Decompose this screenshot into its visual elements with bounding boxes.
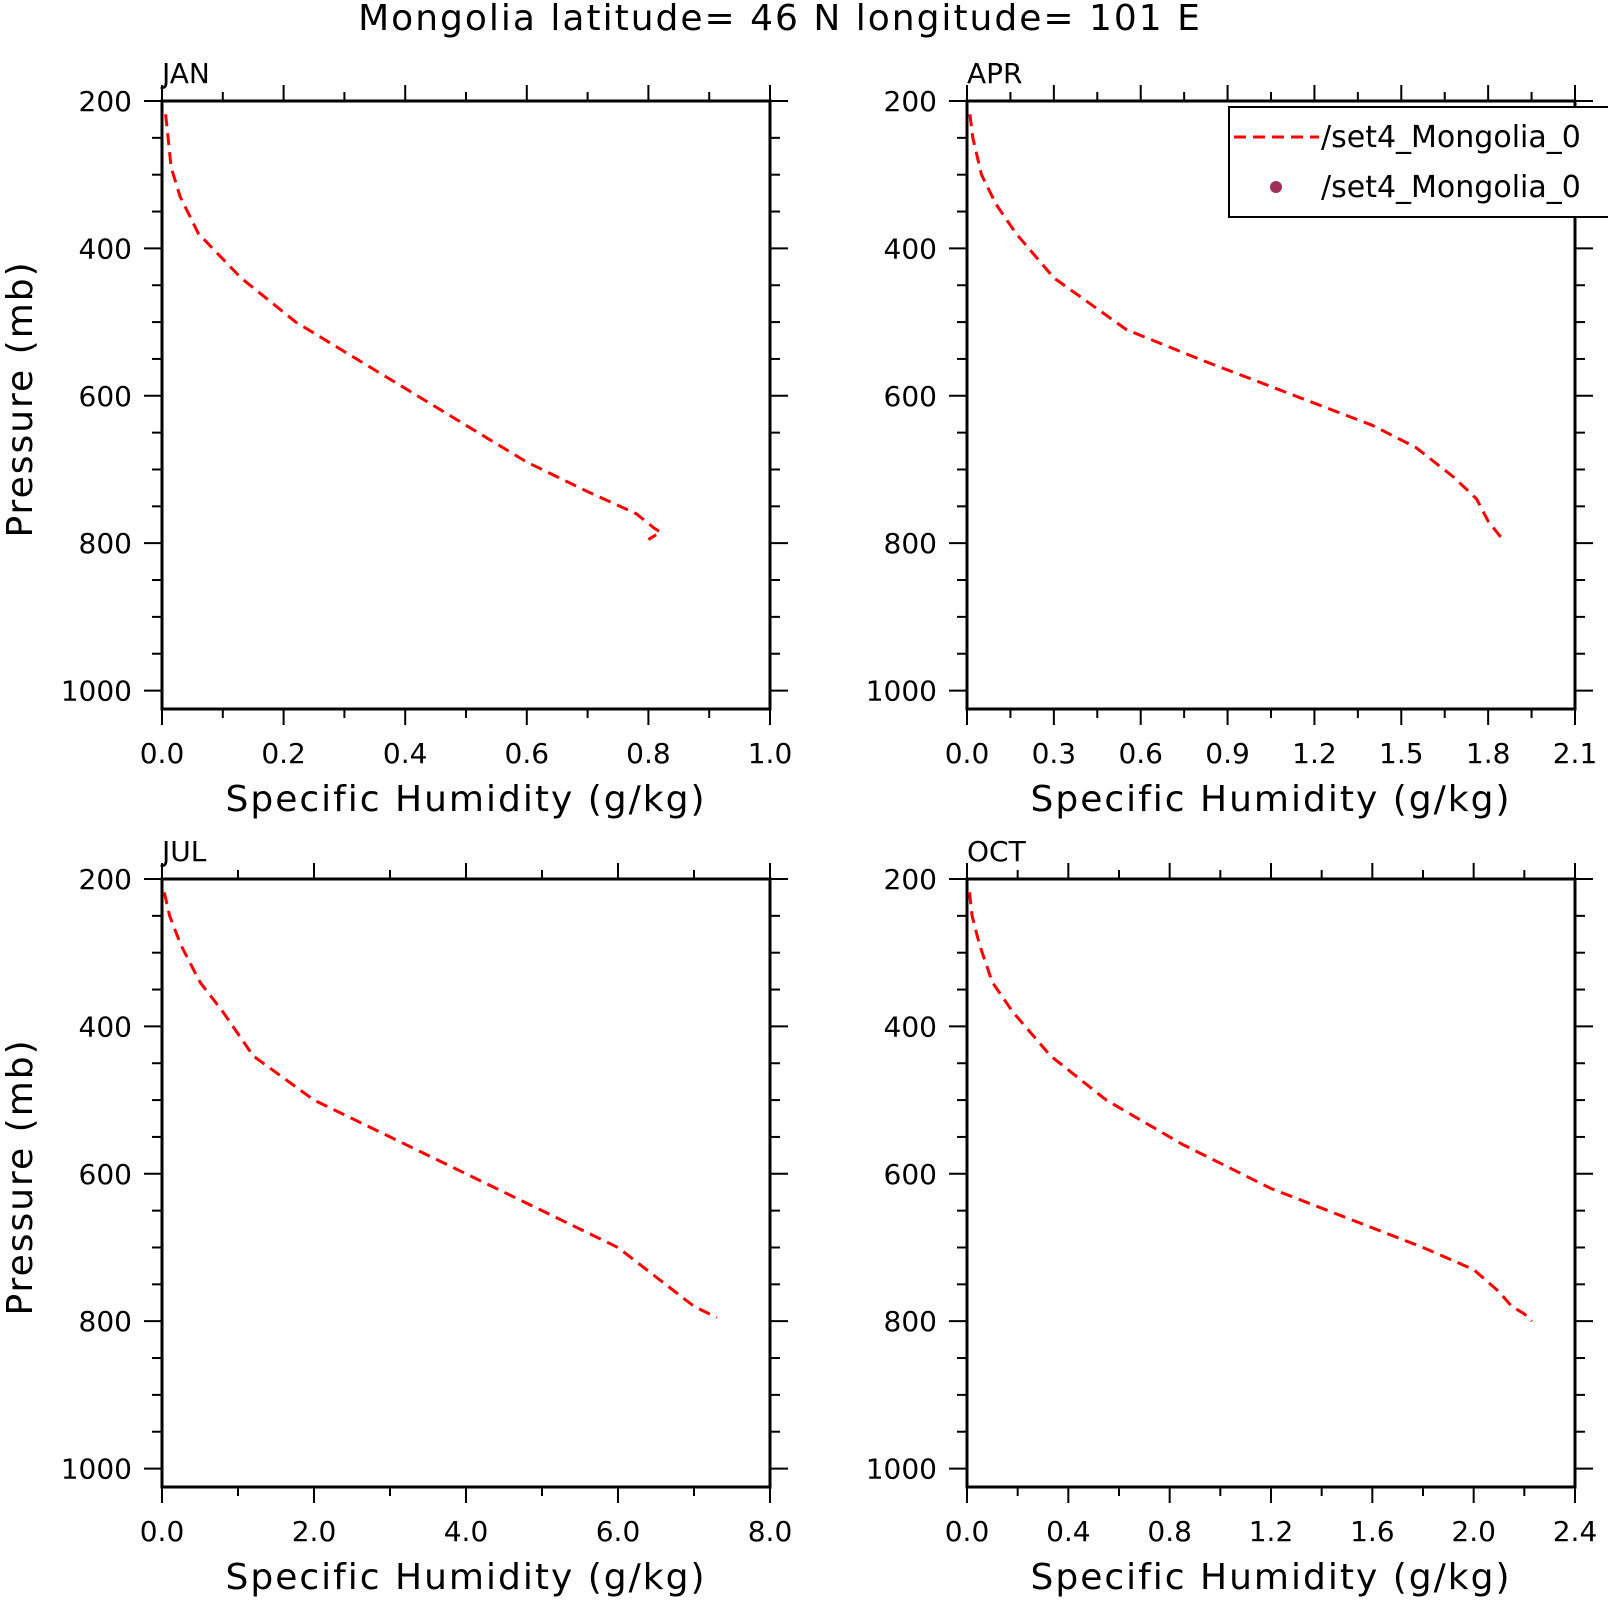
plot-frame xyxy=(160,99,772,711)
series-line xyxy=(968,114,1507,541)
x-tick-label: 6.0 xyxy=(596,1515,641,1548)
y-tick-label: 1000 xyxy=(866,675,937,708)
series-line xyxy=(968,892,1533,1323)
x-tick-label: 4.0 xyxy=(444,1515,489,1548)
x-tick-label: 1.6 xyxy=(1350,1515,1395,1548)
x-tick-label: 0.4 xyxy=(383,737,428,770)
panel-label: APR xyxy=(967,57,1023,90)
y-tick-label: 800 xyxy=(79,527,132,560)
y-tick-label: 600 xyxy=(79,1158,132,1191)
plot-frame xyxy=(965,877,1577,1489)
x-tick-label: 2.4 xyxy=(1553,1515,1598,1548)
series-line xyxy=(162,891,718,1319)
y-tick-label: 400 xyxy=(79,232,132,265)
x-tick-label: 1.8 xyxy=(1466,737,1511,770)
y-tick-label: 200 xyxy=(884,863,937,896)
y-tick-label: 400 xyxy=(884,232,937,265)
x-tick-label: 2.0 xyxy=(292,1515,337,1548)
panel-label: OCT xyxy=(967,835,1027,868)
panel-label: JAN xyxy=(160,57,210,90)
x-tick-label: 2.0 xyxy=(1451,1515,1496,1548)
x-tick-label: 8.0 xyxy=(748,1515,793,1548)
y-tick-label: 800 xyxy=(884,527,937,560)
x-tick-label: 0.8 xyxy=(626,737,671,770)
x-tick-label: 0.6 xyxy=(505,737,550,770)
y-tick-label: 600 xyxy=(884,380,937,413)
x-tick-label: 0.8 xyxy=(1147,1515,1192,1548)
y-tick-label: 200 xyxy=(884,85,937,118)
y-tick-label: 200 xyxy=(79,863,132,896)
x-tick-label: 0.2 xyxy=(261,737,306,770)
y-tick-label: 600 xyxy=(79,380,132,413)
x-tick-label: 0.0 xyxy=(140,1515,185,1548)
y-tick-label: 400 xyxy=(884,1010,937,1043)
legend-entry-label: /set4_Mongolia_0 xyxy=(1321,120,1581,155)
y-tick-label: 600 xyxy=(884,1158,937,1191)
x-axis-label: Specific Humidity (g/kg) xyxy=(1030,1557,1511,1598)
x-tick-label: 0.4 xyxy=(1046,1515,1091,1548)
x-tick-label: 0.0 xyxy=(945,737,990,770)
legend-box xyxy=(1228,106,1608,218)
x-axis-label: Specific Humidity (g/kg) xyxy=(225,1557,706,1598)
y-tick-label: 200 xyxy=(79,85,132,118)
x-tick-label: 0.3 xyxy=(1032,737,1077,770)
panel-label: JUL xyxy=(160,835,207,868)
series-line xyxy=(164,114,664,541)
y-tick-label: 400 xyxy=(79,1010,132,1043)
y-tick-label: 1000 xyxy=(61,675,132,708)
x-axis-label: Specific Humidity (g/kg) xyxy=(225,779,706,820)
y-tick-label: 800 xyxy=(884,1305,937,1338)
x-tick-label: 0.6 xyxy=(1118,737,1163,770)
x-tick-label: 2.1 xyxy=(1553,737,1598,770)
legend: /set4_Mongolia_0/set4_Mongolia_0 xyxy=(1228,106,1608,218)
y-axis-label: Pressure (mb) xyxy=(0,1038,41,1315)
plot-frame xyxy=(160,877,772,1489)
x-tick-label: 1.5 xyxy=(1379,737,1424,770)
x-tick-label: 0.0 xyxy=(140,737,185,770)
x-axis-label: Specific Humidity (g/kg) xyxy=(1030,779,1511,820)
y-tick-label: 800 xyxy=(79,1305,132,1338)
legend-entry-label: /set4_Mongolia_0 xyxy=(1321,170,1581,205)
x-tick-label: 0.9 xyxy=(1205,737,1250,770)
figure-title: Mongolia latitude= 46 N longitude= 101 E xyxy=(358,0,1202,39)
x-tick-label: 0.0 xyxy=(945,1515,990,1548)
y-tick-label: 1000 xyxy=(61,1453,132,1486)
x-tick-label: 1.0 xyxy=(748,737,793,770)
y-tick-label: 1000 xyxy=(866,1453,937,1486)
y-axis-label: Pressure (mb) xyxy=(0,260,41,537)
x-tick-label: 1.2 xyxy=(1249,1515,1294,1548)
x-tick-label: 1.2 xyxy=(1292,737,1337,770)
legend-dot-swatch xyxy=(1270,181,1282,193)
